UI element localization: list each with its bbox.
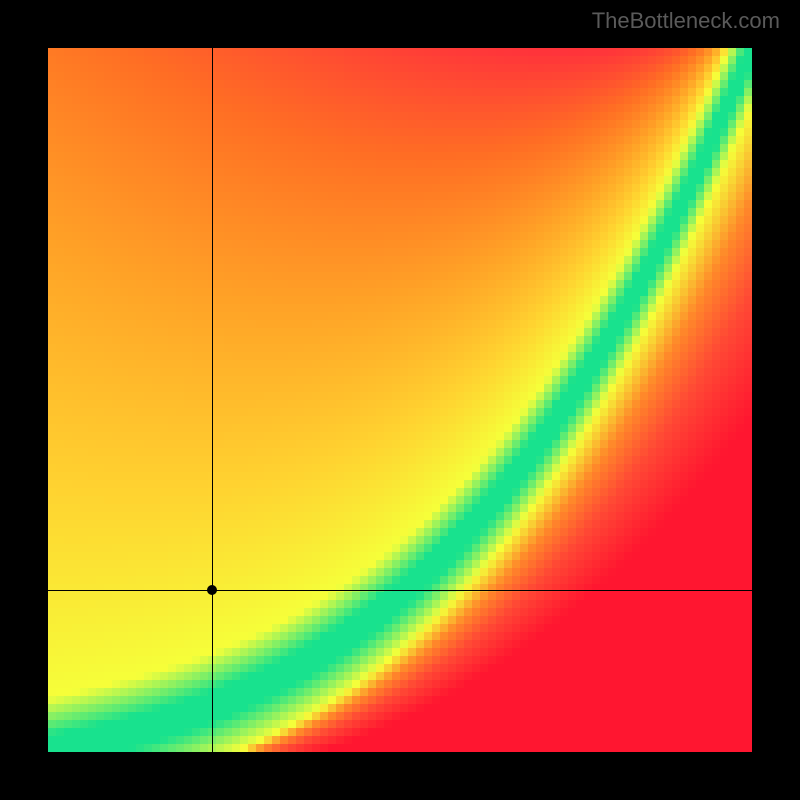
watermark-text: TheBottleneck.com	[592, 8, 780, 34]
heatmap-canvas	[48, 48, 752, 752]
chart-container: TheBottleneck.com	[0, 0, 800, 800]
crosshair-horizontal	[48, 590, 752, 591]
plot-area	[48, 48, 752, 752]
crosshair-marker	[207, 585, 217, 595]
crosshair-vertical	[212, 48, 213, 752]
